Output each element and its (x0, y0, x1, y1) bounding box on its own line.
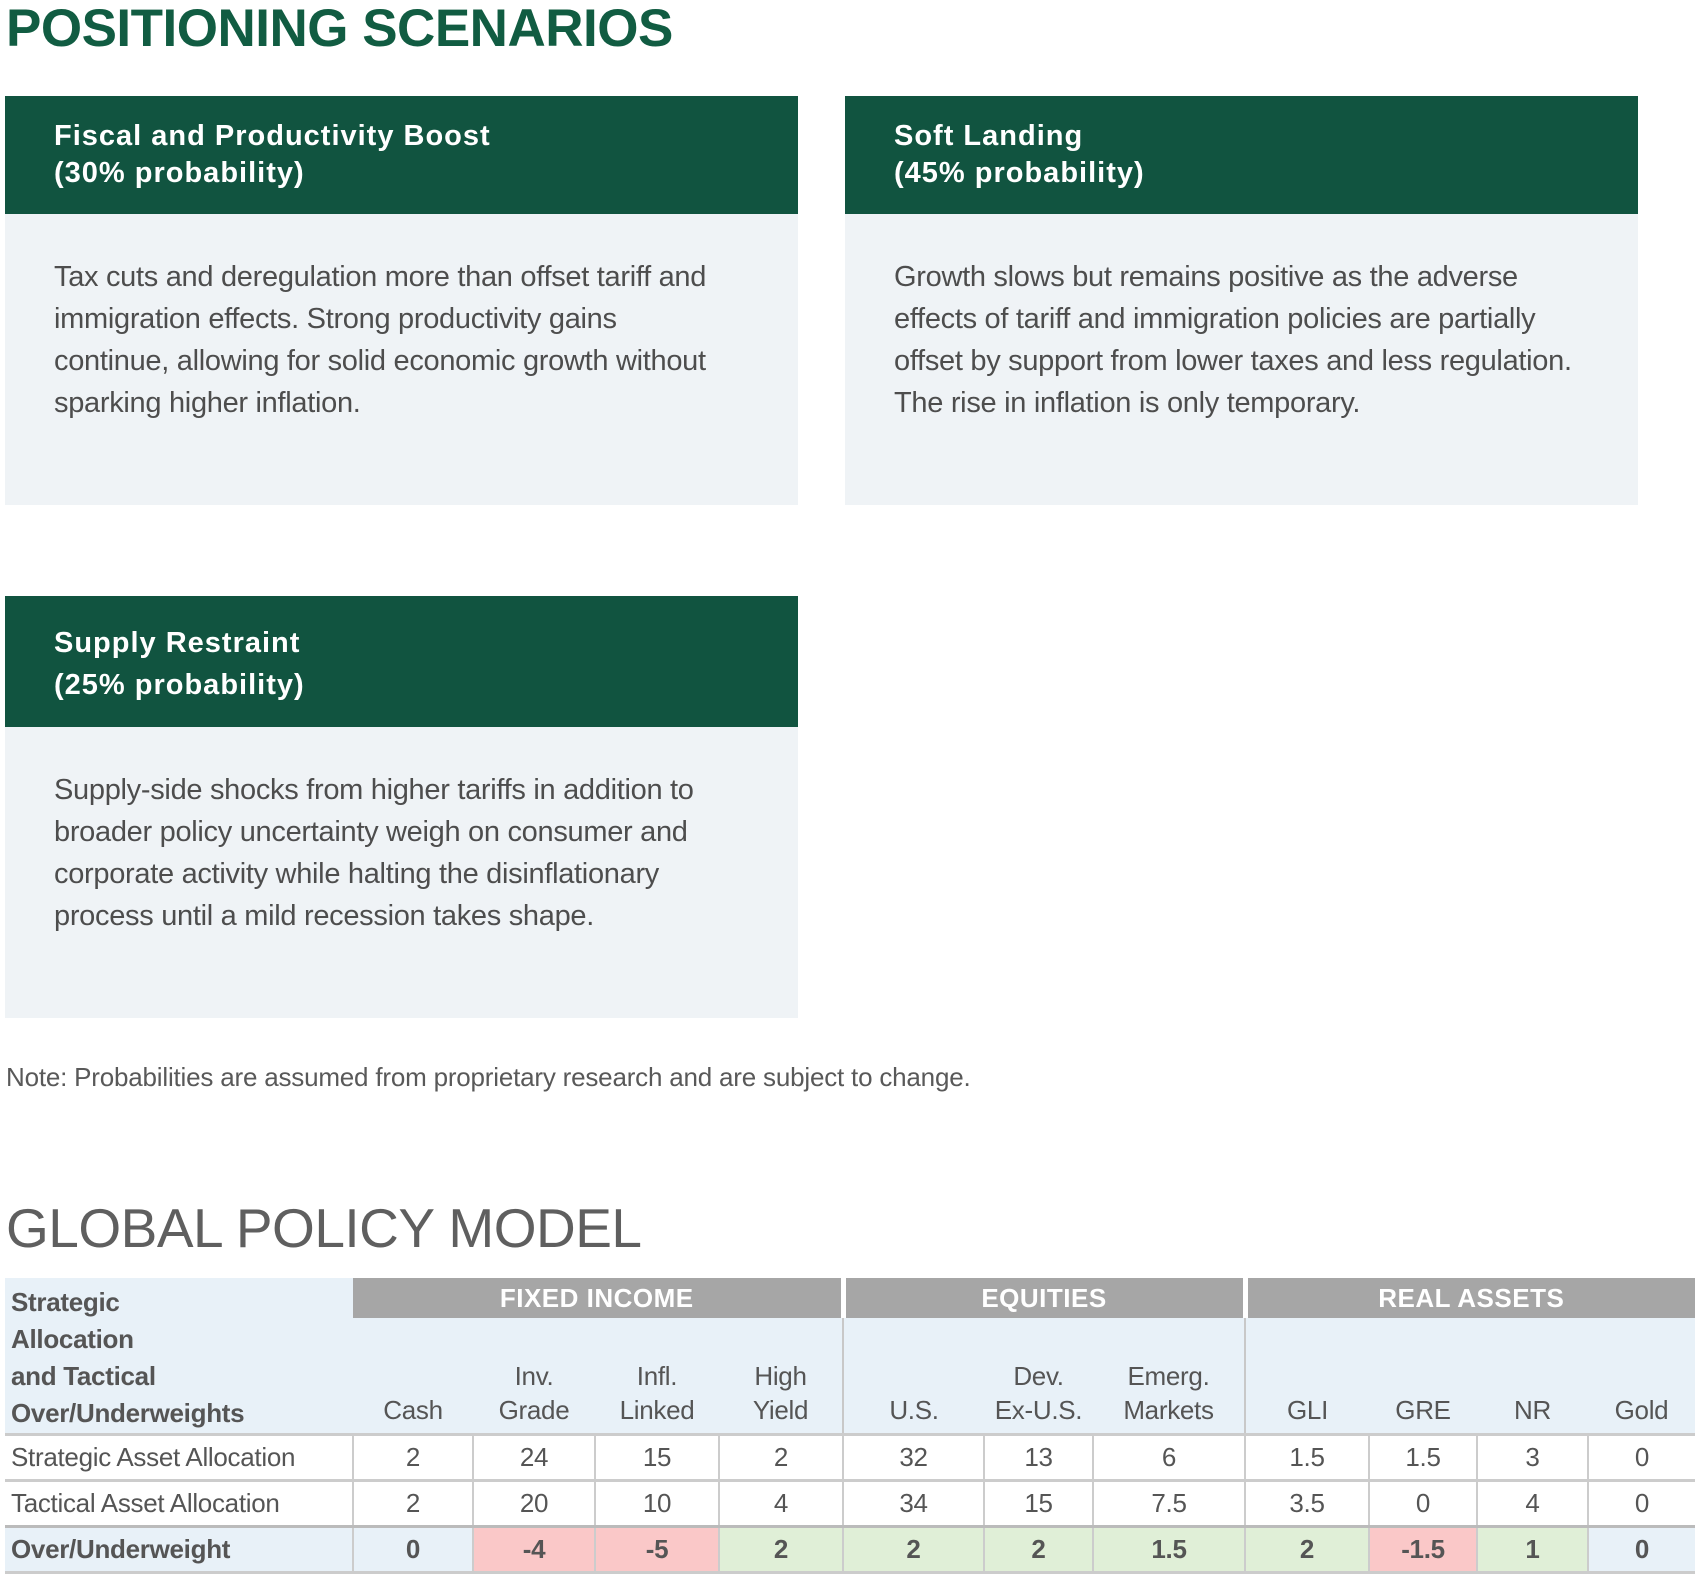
row-label: Strategic Asset Allocation (5, 1432, 353, 1480)
table-cell: 2 (352, 1432, 473, 1480)
scenario-card-soft-landing: Soft Landing (45% probability) Growth slo… (845, 96, 1638, 505)
scenario-probability: (25% probability) (54, 669, 305, 701)
table-cell: 1.5 (1244, 1432, 1369, 1480)
scenario-probability: (30% probability) (54, 157, 305, 189)
table-cell: 32 (842, 1432, 984, 1480)
scenario-name: Supply Restraint (54, 627, 301, 659)
page-title: POSITIONING SCENARIOS (6, 0, 673, 58)
row-label: Over/Underweight (5, 1524, 353, 1574)
table-cell: -1.5 (1368, 1524, 1477, 1574)
table-cell: 0 (1587, 1524, 1695, 1574)
table-cell: 1.5 (1092, 1524, 1245, 1574)
table-cell: 2 (1244, 1524, 1369, 1574)
table-row: Tactical Asset Allocation 2 20 10 4 34 15 7.5 3.… (5, 1478, 1695, 1526)
table-cell: 0 (352, 1524, 473, 1574)
table-cell: 34 (842, 1478, 984, 1526)
group-fixed-income: FIXED INCOME (353, 1278, 843, 1318)
table-cell: 15 (983, 1478, 1093, 1526)
column-header: Dev. Ex-U.S. (984, 1318, 1093, 1434)
column-header: NR (1477, 1318, 1588, 1434)
table-cell: 10 (594, 1478, 719, 1526)
table-cell: 0 (1368, 1478, 1477, 1526)
table-cell: 2 (983, 1524, 1093, 1574)
table-cell: 1 (1476, 1524, 1588, 1574)
table-cell: 7.5 (1092, 1478, 1245, 1526)
row-label: Tactical Asset Allocation (5, 1478, 353, 1526)
table-cell: 2 (842, 1524, 984, 1574)
table-cell: 20 (472, 1478, 595, 1526)
column-header: Gold (1588, 1318, 1695, 1434)
column-header: High Yield (719, 1318, 843, 1434)
model-title: GLOBAL POLICY MODEL (6, 1197, 642, 1259)
table-cell: 13 (983, 1432, 1093, 1480)
table-cell: 24 (472, 1432, 595, 1480)
column-header: GRE (1369, 1318, 1477, 1434)
over-underweight-row: Over/Underweight 0 -4 -5 2 2 2 1.5 2 -1.5 1 0 (5, 1524, 1695, 1574)
table-cell: 2 (718, 1524, 843, 1574)
column-header: Infl. Linked (595, 1318, 719, 1434)
column-header: Cash (353, 1318, 473, 1434)
probability-note: Note: Probabilities are assumed from pro… (6, 1062, 971, 1092)
column-header: GLI (1244, 1318, 1369, 1434)
scenario-description: Growth slows but remains positive as the… (894, 261, 1572, 419)
group-equities: EQUITIES (840, 1278, 1245, 1318)
table-cell: 1.5 (1368, 1432, 1477, 1480)
scenario-description: Supply-side shocks from higher tariffs i… (54, 774, 694, 932)
table-cell: 0 (1587, 1432, 1695, 1480)
column-header: Inv. Grade (473, 1318, 595, 1434)
table-cell: -4 (472, 1524, 595, 1574)
table-cell: 0 (1587, 1478, 1695, 1526)
table-cell: 2 (718, 1432, 843, 1480)
table-row: Strategic Asset Allocation 2 24 15 2 32 13 6 1.5… (5, 1432, 1695, 1480)
table-cell: 2 (352, 1478, 473, 1526)
scenario-name: Fiscal and Productivity Boost (54, 120, 491, 152)
table-cell: 4 (1476, 1478, 1588, 1526)
scenario-description: Tax cuts and deregulation more than offs… (54, 261, 707, 419)
table-cell: 6 (1092, 1432, 1245, 1480)
policy-model-table: Strategic Allocation and Tactical Over/Unde… (5, 1278, 1695, 1574)
column-header: Emerg. Markets (1093, 1318, 1245, 1434)
table-cell: 4 (718, 1478, 843, 1526)
table-cell: 15 (594, 1432, 719, 1480)
scenario-name: Soft Landing (894, 120, 1084, 152)
group-real-assets: REAL ASSETS (1242, 1278, 1695, 1318)
table-cell: 3.5 (1244, 1478, 1369, 1526)
column-header: U.S. (842, 1318, 984, 1434)
table-cell: -5 (594, 1524, 719, 1574)
table-cell: 3 (1476, 1432, 1588, 1480)
scenario-probability: (45% probability) (894, 157, 1145, 189)
scenario-card-fiscal: Fiscal and Productivity Boost (30% probab… (5, 96, 798, 505)
table-corner-label: Strategic Allocation and Tactical Over/Unde… (5, 1278, 353, 1434)
scenario-card-supply-restraint: Supply Restraint (25% probability) Supply… (5, 596, 798, 1018)
